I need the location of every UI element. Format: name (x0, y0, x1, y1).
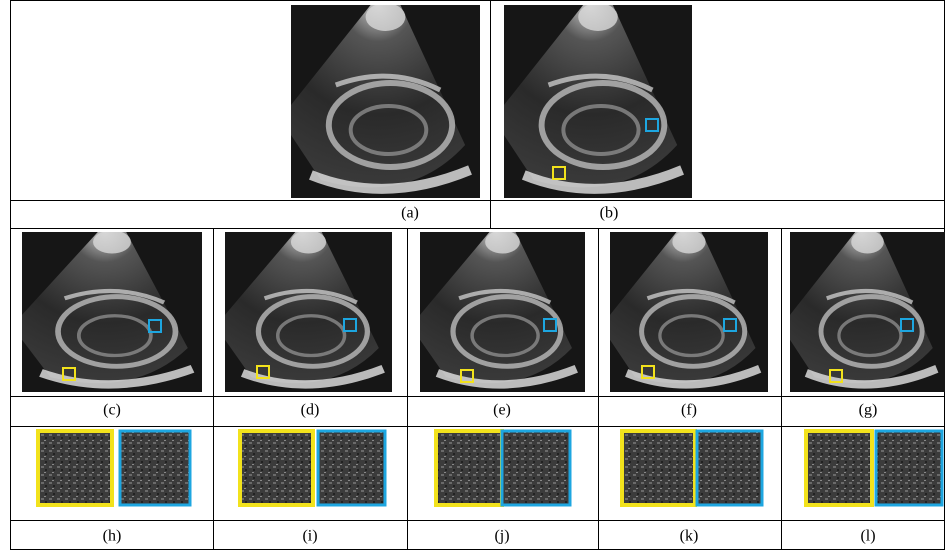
figure: (a) (b) (c) (d) (e) (f) (g) (h) (i) (j) … (0, 0, 951, 550)
images (22, 3, 945, 505)
panel-label: (h) (103, 528, 122, 545)
panel-label: (l) (860, 528, 875, 545)
ultrasound-image (790, 230, 945, 392)
zoom-crop (120, 431, 190, 505)
panel-label: (d) (301, 402, 320, 419)
zoom-crop (318, 431, 385, 505)
zoom-crop (697, 431, 762, 505)
panel-label: (i) (302, 528, 317, 545)
panel-label: (a) (401, 205, 419, 222)
zoom-crop (502, 431, 570, 505)
zoom-crop (38, 431, 112, 505)
ultrasound-image (225, 230, 392, 392)
panel-label: (b) (600, 205, 619, 222)
zoom-crop (436, 431, 502, 505)
ultrasound-image (610, 230, 768, 392)
zoom-crop (876, 431, 942, 505)
panel-label: (g) (859, 402, 878, 419)
panel-label: (k) (680, 528, 699, 545)
panel-label: (j) (494, 528, 509, 545)
ultrasound-image (291, 3, 480, 198)
ultrasound-image (504, 3, 692, 198)
panel-label: (c) (103, 402, 121, 419)
zoom-crop (240, 431, 313, 505)
zoom-crop (622, 431, 695, 505)
ultrasound-image (22, 230, 202, 392)
ultrasound-image (420, 230, 585, 392)
panel-label: (e) (493, 402, 511, 419)
panel-label: (f) (681, 402, 697, 419)
zoom-crop (806, 431, 872, 505)
